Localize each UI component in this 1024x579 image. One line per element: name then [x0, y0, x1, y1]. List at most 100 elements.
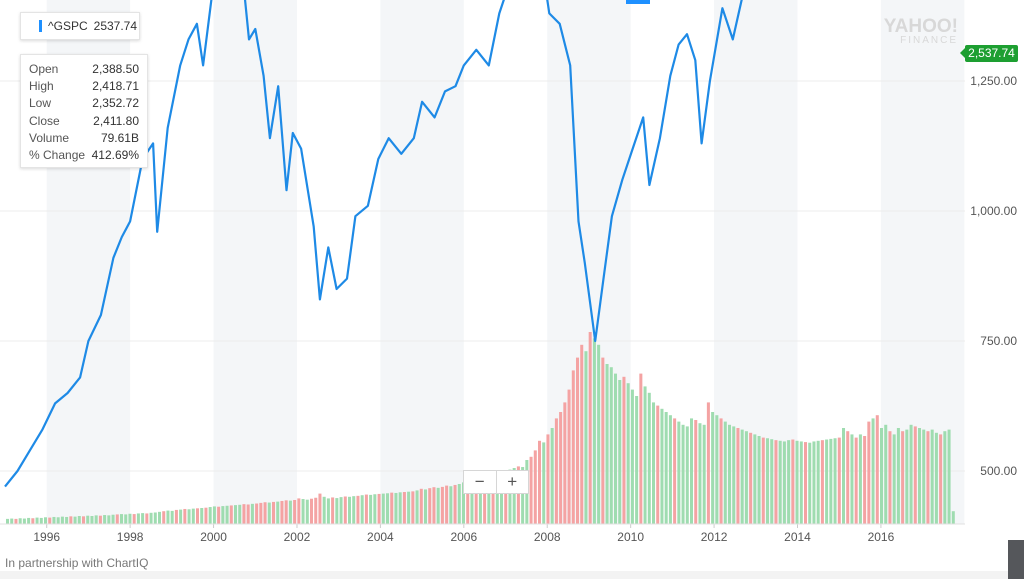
volume-bar — [681, 424, 685, 524]
volume-bar — [592, 338, 596, 524]
volume-bar — [516, 466, 520, 524]
volume-bar — [445, 485, 449, 524]
info-row-open: Open 2,388.50 — [21, 61, 147, 78]
volume-bar — [799, 441, 803, 524]
volume-bar — [766, 438, 770, 524]
volume-bar — [82, 516, 86, 524]
volume-bar — [246, 504, 250, 524]
x-tick-label: 1998 — [117, 530, 144, 544]
volume-bar — [635, 396, 639, 524]
volume-bar — [466, 480, 470, 524]
x-tick-label: 2002 — [284, 530, 311, 544]
volume-bar — [643, 386, 647, 524]
volume-bar — [352, 496, 356, 524]
volume-bars — [6, 332, 955, 524]
volume-bar — [432, 487, 436, 524]
volume-bar — [846, 431, 850, 524]
volume-bar — [639, 373, 643, 524]
volume-bar — [335, 498, 339, 524]
volume-bar — [373, 494, 377, 524]
volume-bar — [939, 434, 943, 524]
ticker-symbol: ^GSPC — [48, 19, 88, 33]
volume-bar — [162, 511, 166, 524]
volume-bar — [812, 441, 816, 524]
volume-bar — [225, 505, 229, 524]
volume-bar — [571, 370, 575, 524]
volume-bar — [398, 492, 402, 524]
volume-bar — [48, 517, 52, 524]
volume-bar — [554, 418, 558, 524]
volume-bar — [103, 515, 107, 524]
volume-bar — [478, 478, 482, 524]
volume-bar — [440, 486, 444, 524]
volume-bar — [926, 431, 930, 524]
volume-bar — [272, 501, 276, 524]
volume-bar — [229, 505, 233, 524]
volume-bar — [833, 438, 837, 524]
info-value: 2,352.72 — [92, 96, 139, 111]
volume-bar — [875, 415, 879, 524]
volume-bar — [149, 512, 153, 524]
volume-bar — [394, 492, 398, 524]
volume-bar — [407, 491, 411, 524]
volume-bar — [86, 515, 90, 524]
volume-bar — [305, 499, 309, 524]
zoom-in-button[interactable]: + — [507, 472, 518, 491]
volume-bar — [757, 436, 761, 524]
volume-bar — [715, 415, 719, 524]
volume-bar — [922, 429, 926, 524]
volume-bar — [837, 437, 841, 524]
zoom-control: − + — [463, 470, 529, 494]
volume-bar — [706, 402, 710, 524]
volume-bar — [880, 428, 884, 524]
volume-bar — [728, 424, 732, 524]
volume-bar — [115, 514, 119, 524]
y-tick-label: 500.00 — [980, 464, 1017, 478]
volume-bar — [411, 491, 415, 524]
volume-bar — [280, 500, 284, 524]
volume-bar — [491, 472, 495, 524]
volume-bar — [901, 431, 905, 524]
volume-bar — [770, 439, 774, 524]
series-color-swatch — [39, 20, 42, 32]
volume-bar — [652, 402, 656, 524]
ticker-legend[interactable]: ^GSPC 2537.74 — [20, 12, 140, 40]
volume-bar — [512, 468, 516, 524]
volume-bar — [550, 428, 554, 524]
volume-bar — [533, 450, 537, 524]
x-tick-label: 2000 — [200, 530, 227, 544]
volume-bar — [428, 488, 432, 524]
volume-bar — [174, 509, 178, 524]
ohlc-info-panel: Open 2,388.50 High 2,418.71 Low 2,352.72 Cl… — [20, 54, 148, 168]
volume-bar — [622, 376, 626, 524]
volume-bar — [402, 492, 406, 524]
x-tick-label: 2004 — [367, 530, 394, 544]
info-label: Close — [29, 113, 60, 128]
volume-bar — [141, 513, 145, 524]
range-indicator[interactable] — [626, 0, 650, 4]
volume-bar — [377, 493, 381, 524]
volume-bar — [605, 364, 609, 524]
volume-bar — [934, 432, 938, 524]
side-panel-tab[interactable] — [1008, 540, 1024, 579]
yahoo-finance-logo: YAHOO! FINANCE — [878, 16, 958, 46]
volume-bar — [360, 495, 364, 524]
volume-bar — [588, 332, 592, 524]
volume-bar — [364, 494, 368, 524]
volume-bar — [39, 517, 43, 524]
volume-bar — [348, 496, 352, 524]
info-label: Low — [29, 96, 52, 111]
volume-bar — [183, 508, 187, 524]
volume-bar — [778, 440, 782, 524]
volume-bar — [90, 516, 94, 524]
volume-bar — [314, 497, 318, 524]
volume-bar — [719, 418, 723, 524]
volume-bar — [107, 515, 111, 524]
volume-bar — [217, 506, 221, 524]
volume-bar — [191, 508, 195, 524]
volume-bar — [609, 367, 613, 524]
volume-bar — [136, 513, 140, 524]
zoom-out-button[interactable]: − — [474, 472, 485, 491]
volume-bar — [234, 505, 238, 524]
